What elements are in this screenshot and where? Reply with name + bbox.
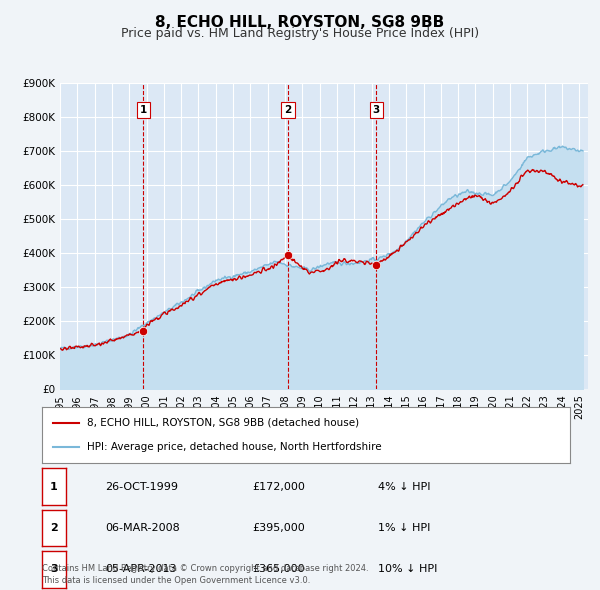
Text: 4% ↓ HPI: 4% ↓ HPI — [378, 482, 431, 491]
Text: £395,000: £395,000 — [252, 523, 305, 533]
Text: 2: 2 — [50, 523, 58, 533]
Text: Price paid vs. HM Land Registry's House Price Index (HPI): Price paid vs. HM Land Registry's House … — [121, 27, 479, 40]
Text: £365,000: £365,000 — [252, 565, 305, 574]
Text: 3: 3 — [50, 565, 58, 574]
Text: 2: 2 — [284, 105, 292, 115]
Text: 10% ↓ HPI: 10% ↓ HPI — [378, 565, 437, 574]
Text: 3: 3 — [373, 105, 380, 115]
Text: 05-APR-2013: 05-APR-2013 — [105, 565, 176, 574]
Text: 1: 1 — [140, 105, 147, 115]
Text: HPI: Average price, detached house, North Hertfordshire: HPI: Average price, detached house, Nort… — [87, 442, 382, 453]
Text: 26-OCT-1999: 26-OCT-1999 — [105, 482, 178, 491]
Text: 8, ECHO HILL, ROYSTON, SG8 9BB: 8, ECHO HILL, ROYSTON, SG8 9BB — [155, 15, 445, 30]
Text: 8, ECHO HILL, ROYSTON, SG8 9BB (detached house): 8, ECHO HILL, ROYSTON, SG8 9BB (detached… — [87, 418, 359, 428]
Text: 1% ↓ HPI: 1% ↓ HPI — [378, 523, 430, 533]
Text: Contains HM Land Registry data © Crown copyright and database right 2024.
This d: Contains HM Land Registry data © Crown c… — [42, 565, 368, 585]
Text: 1: 1 — [50, 482, 58, 491]
Text: 06-MAR-2008: 06-MAR-2008 — [105, 523, 180, 533]
Text: £172,000: £172,000 — [252, 482, 305, 491]
